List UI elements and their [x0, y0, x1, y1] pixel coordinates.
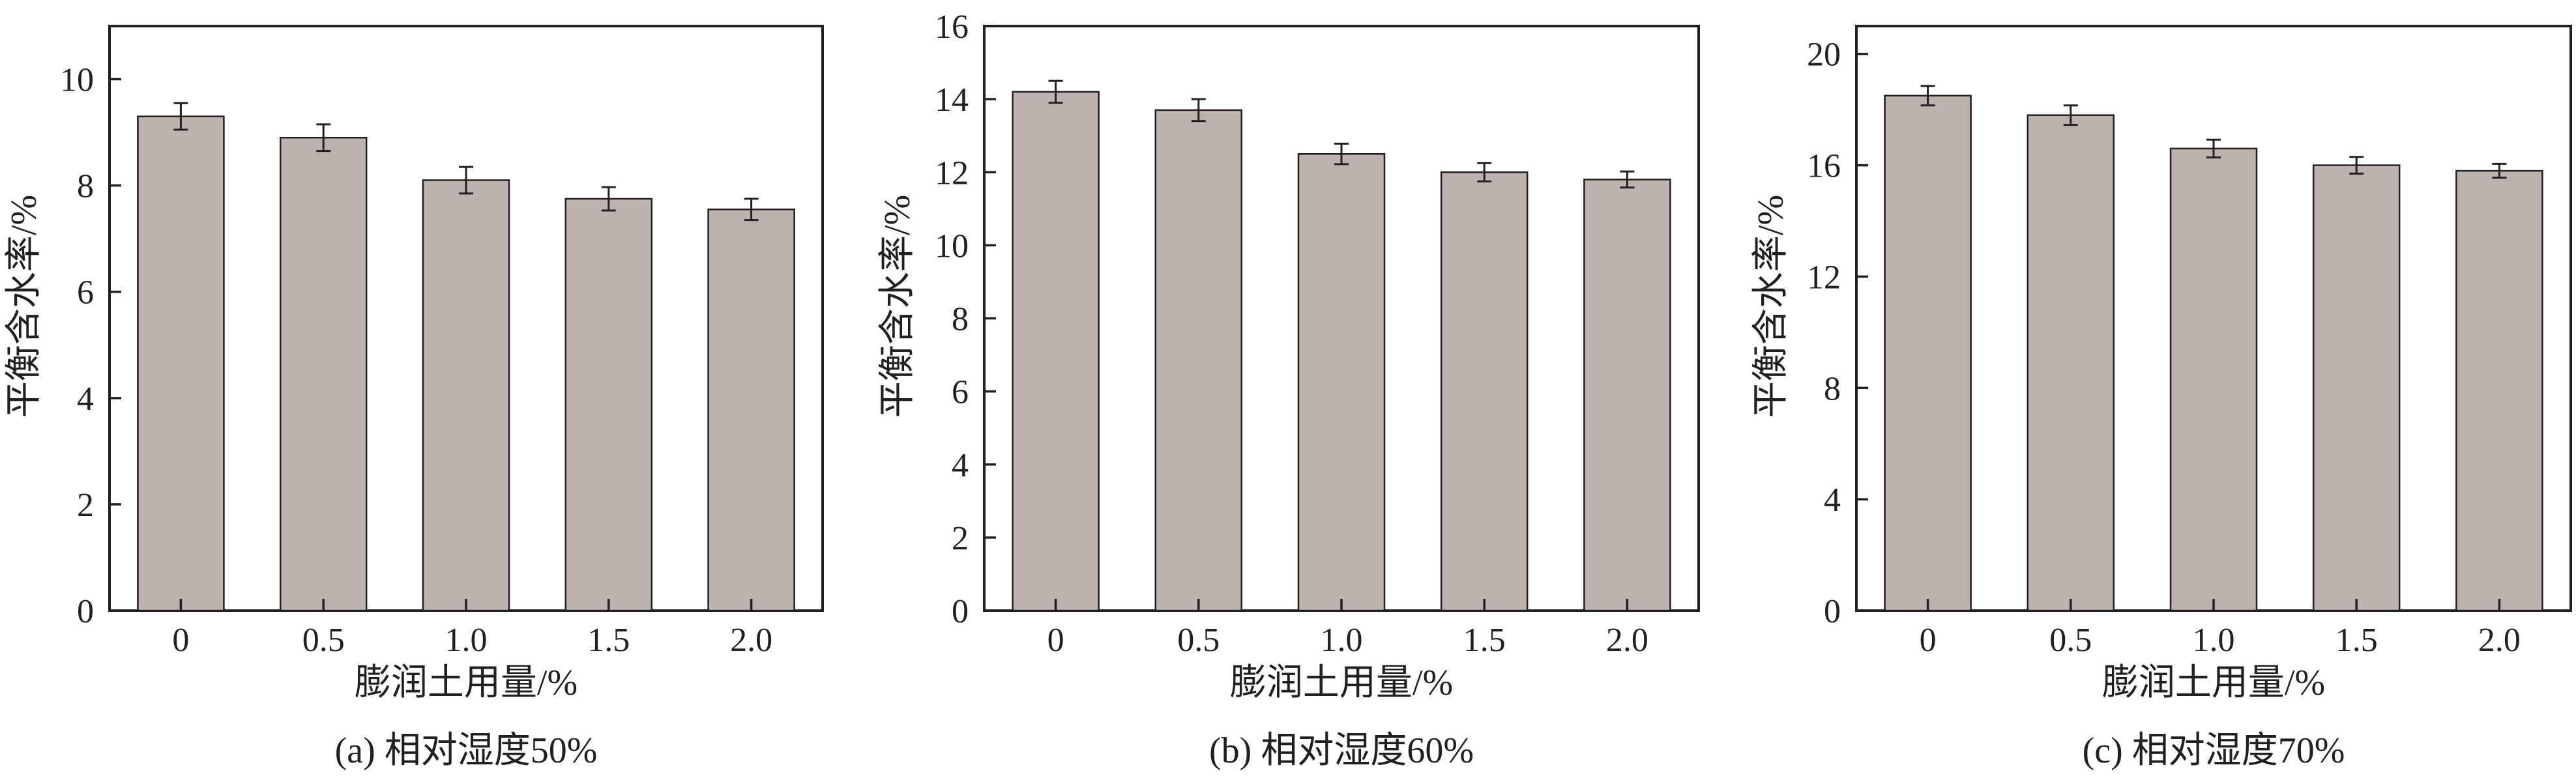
axes-c: 0 4 8 12 16 20 0 0.5 1.0 1.5 2.0	[1807, 25, 2572, 659]
y-tick-label: 0	[952, 593, 969, 630]
xlabel-c: 膨润土用量/%	[2102, 663, 2325, 703]
x-tick-label: 2.0	[730, 622, 772, 659]
bar	[1583, 179, 1671, 612]
x-tick-label: 0	[172, 622, 189, 659]
x-tick-label: 1.5	[587, 622, 630, 659]
y-tick-label: 10	[60, 62, 94, 99]
panel-c: 0 4 8 12 16 20 0 0.5 1.0 1.5 2.0 平衡含水率/% 膨润土用量/% (…	[1751, 25, 2572, 771]
panel-b: 0 2 4 6 8 10 12 14 16 0 0.5 1.0 1.5 2.0 平衡含水率/% 膨润土用量…	[877, 8, 1700, 771]
y-tick-label: 8	[1824, 370, 1841, 407]
caption-b: (b) 相对湿度60%	[1209, 731, 1474, 771]
xlabel-b: 膨润土用量/%	[1230, 663, 1453, 703]
x-tick-label: 1.5	[1463, 622, 1506, 659]
y-tick-label: 6	[952, 374, 969, 411]
ylabel-a: 平衡含水率/%	[4, 195, 44, 418]
y-tick-label: 10	[935, 227, 969, 265]
y-tick-label: 12	[1807, 259, 1841, 296]
bar	[564, 197, 653, 612]
xlabel-a: 膨润土用量/%	[355, 663, 578, 703]
y-tick-label: 0	[1824, 593, 1841, 630]
y-tick-label: 14	[935, 81, 969, 119]
x-tick-label: 2.0	[2478, 622, 2521, 659]
bar	[1440, 171, 1529, 612]
x-tick-label: 0	[1047, 622, 1064, 659]
x-tick-label: 0.5	[1177, 622, 1220, 659]
y-tick-label: 8	[77, 168, 94, 205]
y-tick-label: 4	[77, 381, 94, 418]
bar	[279, 136, 368, 612]
y-tick-label: 12	[935, 154, 969, 192]
bar	[2455, 169, 2543, 612]
y-tick-label: 2	[952, 520, 969, 557]
y-tick-label: 16	[935, 8, 969, 46]
bar	[707, 209, 795, 612]
y-tick-label: 20	[1807, 36, 1841, 74]
bar	[137, 115, 225, 612]
bar	[1012, 91, 1100, 612]
axes-b: 0 2 4 6 8 10 12 14 16 0 0.5 1.0 1.5 2.0	[935, 8, 1700, 659]
caption-a: (a) 相对湿度50%	[335, 731, 598, 771]
bar	[2027, 114, 2115, 612]
y-tick-label: 16	[1807, 148, 1841, 185]
x-tick-label: 1.0	[445, 622, 488, 659]
bar	[1884, 94, 1972, 612]
ylabel-b: 平衡含水率/%	[877, 195, 918, 418]
y-tick-label: 4	[1824, 482, 1841, 519]
bar	[1297, 152, 1386, 612]
x-tick-label: 1.0	[2193, 622, 2235, 659]
x-tick-label: 1.0	[1321, 622, 1363, 659]
x-tick-label: 2.0	[1606, 622, 1648, 659]
x-tick-label: 1.5	[2335, 622, 2378, 659]
axes-a: 0 2 4 6 8 10 0 0.5 1.0 1.5 2.0	[60, 25, 824, 659]
caption-c: (c) 相对湿度70%	[2083, 731, 2345, 771]
y-tick-label: 4	[952, 447, 969, 484]
y-tick-label: 6	[77, 274, 94, 312]
ylabel-c: 平衡含水率/%	[1751, 195, 1791, 418]
x-tick-label: 0.5	[2049, 622, 2092, 659]
bar	[2169, 147, 2258, 612]
x-tick-label: 0	[1920, 622, 1937, 659]
bar	[2312, 164, 2401, 612]
bar	[1154, 109, 1243, 612]
y-tick-label: 8	[952, 301, 969, 338]
y-tick-label: 2	[77, 487, 94, 524]
bar	[422, 179, 510, 612]
y-tick-label: 0	[77, 593, 94, 630]
panel-a: 0 2 4 6 8 10 0 0.5 1.0 1.5 2.0 平衡含水率/% 膨润土用量/% (a)…	[4, 25, 824, 771]
x-tick-label: 0.5	[302, 622, 345, 659]
